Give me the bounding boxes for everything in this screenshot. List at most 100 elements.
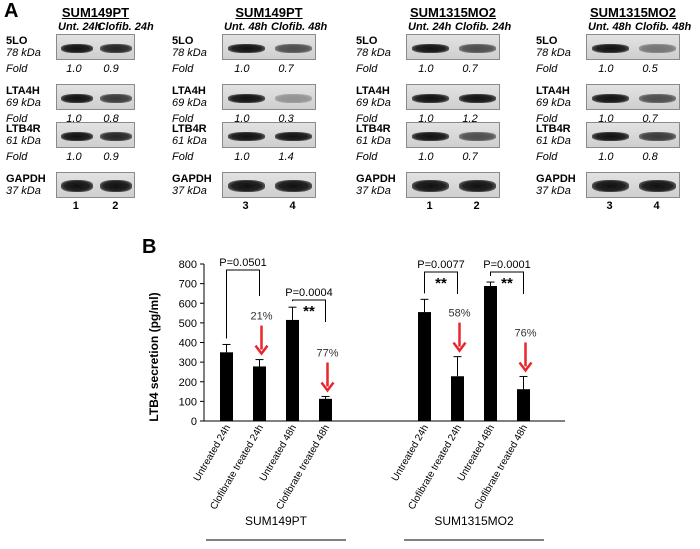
down-arrow-icon — [320, 381, 335, 393]
protein-band — [458, 93, 497, 103]
significance-bracket — [424, 271, 458, 294]
significance-bracket — [490, 271, 524, 294]
protein-name: 5LO — [172, 35, 194, 47]
protein-band — [60, 93, 93, 103]
condition-label: Unt. 24h — [408, 21, 452, 33]
blot-strip — [222, 34, 316, 60]
fold-value: 1.0 — [66, 151, 82, 163]
molecular-weight: 37 kDa — [536, 185, 571, 197]
protein-band — [591, 43, 630, 53]
significance-bracket — [226, 269, 260, 339]
protein-band — [227, 180, 266, 192]
lane-number: 4 — [289, 200, 296, 212]
protein-band — [60, 43, 93, 53]
group-label: SUM1315MO2 — [434, 514, 514, 528]
fold-label: Fold — [172, 113, 194, 125]
protein-name: LTA4H — [6, 85, 40, 97]
molecular-weight: 78 kDa — [356, 47, 391, 59]
y-tick-label: 200 — [179, 377, 197, 389]
fold-value: 1.0 — [234, 151, 250, 163]
protein-band — [227, 43, 266, 53]
down-arrow-icon — [254, 344, 269, 356]
protein-name: GAPDH — [6, 173, 46, 185]
protein-band — [458, 131, 497, 141]
panel-a-letter: A — [4, 0, 19, 22]
condition-label: Clofib. 24h — [97, 21, 154, 33]
molecular-weight: 78 kDa — [6, 47, 41, 59]
significance-bracket — [292, 299, 326, 322]
protein-band — [100, 131, 133, 141]
y-tick-label: 500 — [179, 318, 197, 330]
fold-label: Fold — [536, 63, 558, 75]
blot-strip — [586, 34, 680, 60]
fold-label: Fold — [356, 113, 378, 125]
protein-name: LTA4H — [356, 85, 390, 97]
protein-name: LTB4R — [356, 123, 391, 135]
condition-label: Unt. 24h — [58, 21, 102, 33]
condition-label: Clofib. 48h — [635, 21, 692, 33]
protein-name: LTA4H — [172, 85, 206, 97]
protein-name: GAPDH — [536, 173, 576, 185]
fold-label: Fold — [536, 113, 558, 125]
fold-label: Fold — [6, 63, 28, 75]
fold-value: 0.7 — [462, 151, 478, 163]
fold-value: 0.8 — [642, 151, 658, 163]
protein-name: 5LO — [6, 35, 28, 47]
percent-reduction-label: 76% — [514, 327, 536, 339]
y-tick-label: 100 — [179, 396, 197, 408]
molecular-weight: 37 kDa — [172, 185, 207, 197]
fold-value: 0.7 — [278, 63, 294, 75]
protein-band — [411, 131, 450, 141]
blot-strip — [586, 122, 680, 148]
protein-band — [60, 180, 93, 192]
molecular-weight: 61 kDa — [536, 135, 571, 147]
protein-name: LTB4R — [6, 123, 41, 135]
protein-band — [591, 131, 630, 141]
fold-label: Fold — [6, 151, 28, 163]
blot-strip — [406, 122, 500, 148]
fold-value: 0.9 — [103, 63, 119, 75]
blot-strip — [222, 172, 316, 198]
protein-band — [100, 43, 133, 53]
down-arrow-icon — [452, 341, 467, 353]
fold-value: 1.0 — [418, 151, 434, 163]
significance-stars: ** — [501, 275, 513, 292]
p-value-label: P=0.0001 — [483, 259, 530, 271]
y-tick-label: 300 — [179, 357, 197, 369]
bar — [253, 366, 266, 421]
protein-band — [638, 131, 677, 141]
p-value-label: P=0.0004 — [285, 287, 332, 299]
protein-name: GAPDH — [172, 173, 212, 185]
fold-label: Fold — [172, 151, 194, 163]
lane-number: 3 — [606, 200, 613, 212]
fold-label: Fold — [356, 63, 378, 75]
molecular-weight: 37 kDa — [6, 185, 41, 197]
blot-strip — [406, 34, 500, 60]
molecular-weight: 61 kDa — [6, 135, 41, 147]
molecular-weight: 61 kDa — [356, 135, 391, 147]
blot-strip — [222, 84, 316, 110]
fold-label: Fold — [536, 151, 558, 163]
bar — [220, 352, 233, 421]
protein-band — [100, 93, 133, 103]
protein-band — [411, 93, 450, 103]
down-arrow-icon — [518, 361, 533, 373]
y-tick-label: 800 — [179, 259, 197, 271]
blot-strip — [406, 172, 500, 198]
bar — [517, 389, 530, 421]
blot-strip — [406, 84, 500, 110]
percent-reduction-label: 77% — [316, 347, 338, 359]
fold-value: 0.5 — [642, 63, 658, 75]
protein-band — [274, 43, 313, 53]
y-tick-label: 400 — [179, 338, 197, 350]
blot-title: SUM1315MO2 — [410, 5, 496, 20]
blot-strip — [56, 122, 135, 148]
protein-name: 5LO — [536, 35, 558, 47]
fold-value: 0.9 — [103, 151, 119, 163]
fold-value: 1.4 — [278, 151, 294, 163]
fold-label: Fold — [172, 63, 194, 75]
molecular-weight: 69 kDa — [172, 97, 207, 109]
molecular-weight: 78 kDa — [172, 47, 207, 59]
fold-label: Fold — [6, 113, 28, 125]
condition-label: Clofib. 48h — [271, 21, 328, 33]
